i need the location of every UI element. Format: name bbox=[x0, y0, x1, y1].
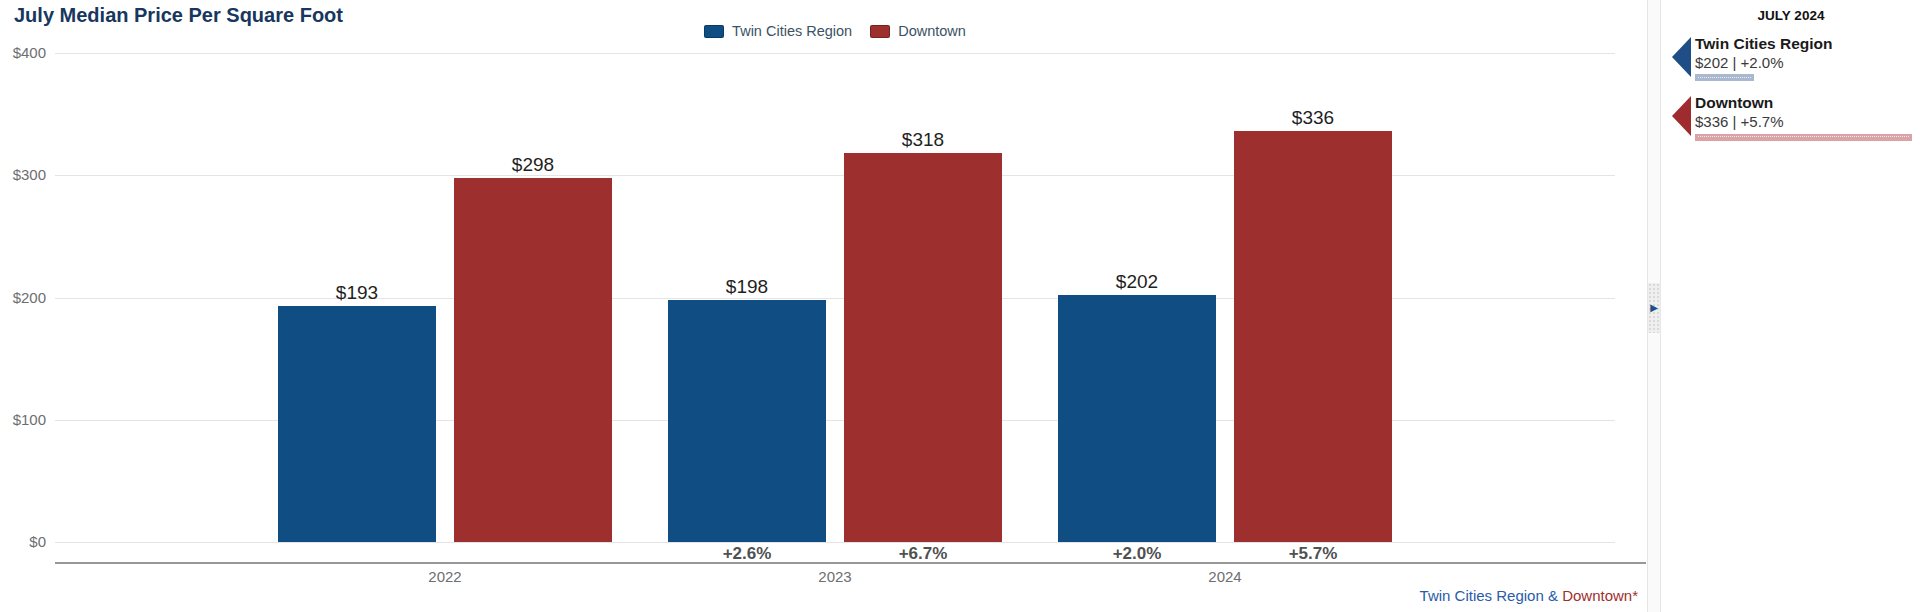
bar-value-label: $202 bbox=[1058, 272, 1216, 292]
left-arrow-icon bbox=[1672, 96, 1691, 136]
x-axis-year-label: 2024 bbox=[1165, 569, 1285, 585]
footnote-twin-cities[interactable]: Twin Cities Region & bbox=[1420, 587, 1558, 604]
pct-change-label: +6.7% bbox=[844, 545, 1002, 563]
bar-downtown-2022[interactable] bbox=[454, 178, 612, 542]
gridline bbox=[55, 542, 1615, 543]
stat-mini-bar bbox=[1695, 74, 1754, 81]
summary-sidebar: JULY 2024 Twin Cities Region $202 | +2.0… bbox=[1662, 0, 1920, 612]
sidebar-stat-downtown: Downtown $336 | +5.7% bbox=[1672, 94, 1920, 140]
chart-panel: July Median Price Per Square Foot Twin C… bbox=[0, 0, 1646, 612]
stat-value-line: $202 | +2.0% bbox=[1695, 53, 1833, 73]
pct-change-label: +5.7% bbox=[1234, 545, 1392, 563]
x-axis-line bbox=[55, 562, 1646, 564]
bar-value-label: $318 bbox=[844, 130, 1002, 150]
splitter-handle[interactable]: ▶ bbox=[1648, 283, 1660, 333]
expand-arrow-icon: ▶ bbox=[1650, 303, 1658, 313]
stat-series-name: Downtown bbox=[1695, 94, 1912, 112]
bar-value-label: $193 bbox=[278, 283, 436, 303]
legend: Twin Cities Region Downtown bbox=[55, 23, 1615, 39]
bar-value-label: $298 bbox=[454, 155, 612, 175]
legend-item-downtown[interactable]: Downtown bbox=[870, 23, 966, 39]
y-axis-tick-label: $0 bbox=[0, 533, 46, 551]
bar-value-label: $336 bbox=[1234, 108, 1392, 128]
stat-value-line: $336 | +5.7% bbox=[1695, 112, 1912, 132]
series-footnote-link[interactable]: Twin Cities Region & Downtown* bbox=[55, 587, 1638, 604]
legend-swatch-downtown bbox=[870, 25, 890, 38]
legend-item-twin-cities[interactable]: Twin Cities Region bbox=[704, 23, 852, 39]
bar-downtown-2024[interactable] bbox=[1234, 131, 1392, 542]
y-axis-tick-label: $200 bbox=[0, 289, 46, 307]
y-axis-tick-label: $300 bbox=[0, 166, 46, 184]
stat-series-name: Twin Cities Region bbox=[1695, 35, 1833, 53]
legend-label-twin-cities: Twin Cities Region bbox=[732, 23, 852, 39]
sidebar-stats: Twin Cities Region $202 | +2.0% Downtown… bbox=[1662, 35, 1920, 141]
pct-change-label: +2.6% bbox=[668, 545, 826, 563]
left-arrow-icon bbox=[1672, 37, 1691, 77]
legend-swatch-twin-cities bbox=[704, 25, 724, 38]
bar-twin-cities-region-2023[interactable] bbox=[668, 300, 826, 542]
sidebar-month-title: JULY 2024 bbox=[1662, 8, 1920, 23]
bar-downtown-2023[interactable] bbox=[844, 153, 1002, 542]
x-axis-year-label: 2023 bbox=[775, 569, 895, 585]
footnote-downtown[interactable]: Downtown* bbox=[1562, 587, 1638, 604]
plot-area: $0$100$200$300$4002022$193$2982023$198+2… bbox=[55, 53, 1615, 542]
gridline bbox=[55, 53, 1615, 54]
bar-twin-cities-region-2024[interactable] bbox=[1058, 295, 1216, 542]
stat-mini-bar bbox=[1695, 134, 1912, 141]
y-axis-tick-label: $400 bbox=[0, 44, 46, 62]
sidebar-splitter: ▶ bbox=[1647, 0, 1661, 612]
pct-change-label: +2.0% bbox=[1058, 545, 1216, 563]
legend-label-downtown: Downtown bbox=[898, 23, 966, 39]
bar-value-label: $198 bbox=[668, 277, 826, 297]
x-axis-year-label: 2022 bbox=[385, 569, 505, 585]
sidebar-stat-twin-cities: Twin Cities Region $202 | +2.0% bbox=[1672, 35, 1920, 81]
bar-twin-cities-region-2022[interactable] bbox=[278, 306, 436, 542]
y-axis-tick-label: $100 bbox=[0, 411, 46, 429]
